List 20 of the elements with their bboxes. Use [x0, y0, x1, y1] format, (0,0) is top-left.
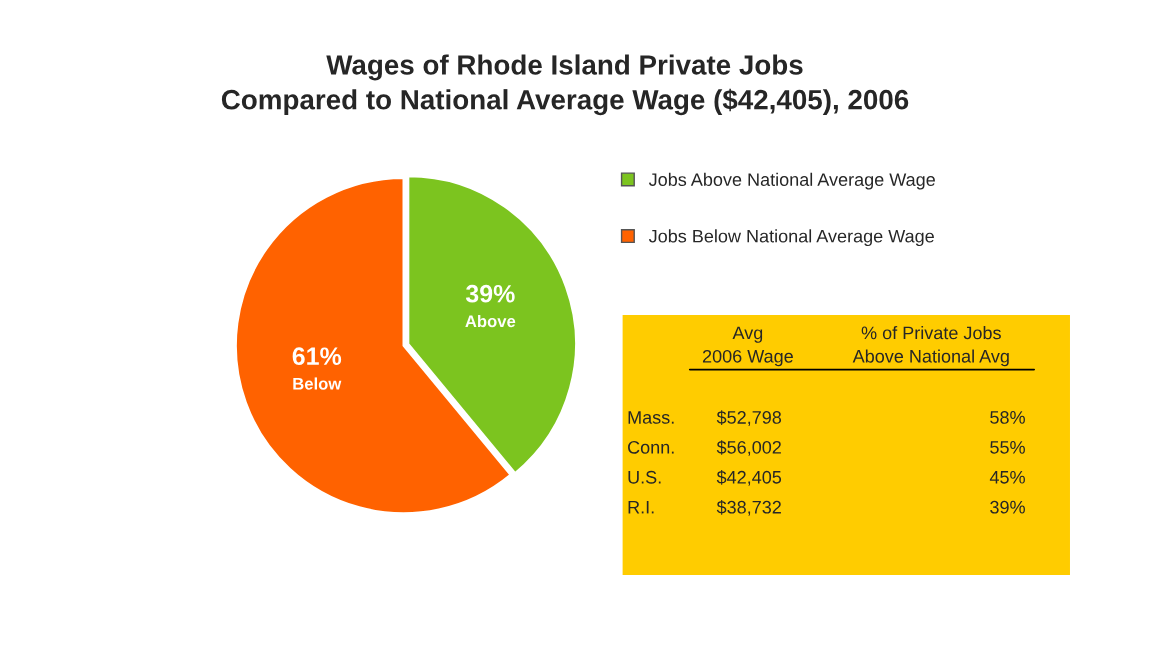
text: 58%	[990, 411, 1025, 424]
data-label: 61% Below	[292, 347, 342, 390]
text: % of Private Jobs Above National Avg	[852, 326, 1009, 367]
text: 55%	[990, 441, 1025, 454]
data-label: 39% Above	[465, 284, 516, 328]
text: $38,732	[716, 500, 781, 516]
text: 39%	[990, 500, 1025, 514]
legend-label: Jobs Above National Average Wage	[648, 172, 935, 190]
text: 45%	[989, 470, 1025, 484]
text: Conn.	[628, 440, 674, 454]
text: Mass.	[628, 411, 674, 424]
text: $52,798	[716, 410, 782, 426]
text: $42,405	[716, 470, 782, 486]
chart-title: Wages of Rhode Island Private Jobs Compared to National Average Wage ($42,405), 2006	[221, 54, 909, 116]
text: $56,002	[716, 440, 781, 456]
legend-label: Jobs Below National Average Wage	[648, 229, 934, 247]
text: U.S.	[628, 470, 661, 484]
text: R.I.	[628, 500, 654, 514]
pie-slice	[407, 175, 578, 475]
text: Avg 2006 Wage	[702, 326, 793, 367]
